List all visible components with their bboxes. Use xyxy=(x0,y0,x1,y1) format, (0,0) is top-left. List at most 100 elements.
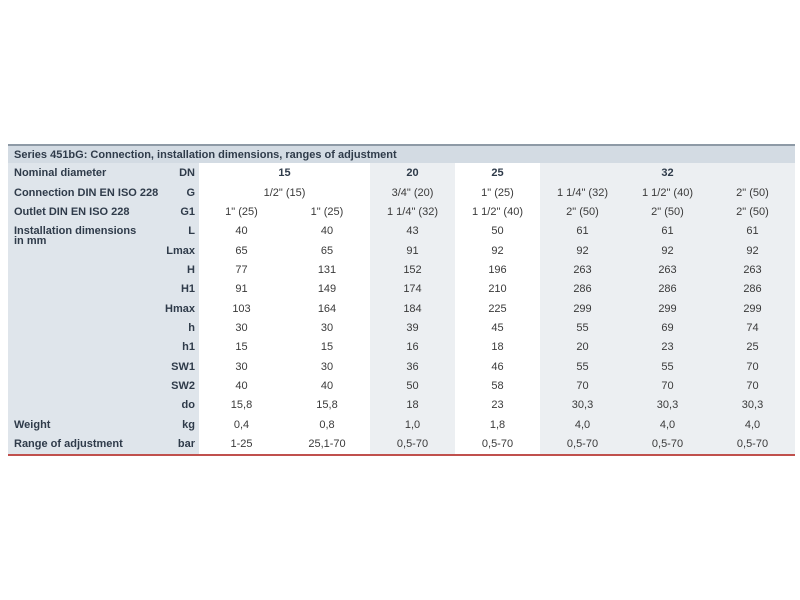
value-cell: 1 1/2" (40) xyxy=(642,186,693,199)
value-cell: 61 xyxy=(746,225,759,238)
value-cell: 55 xyxy=(576,322,589,335)
value-cell: 263 xyxy=(658,263,677,276)
value-cell: 286 xyxy=(658,283,677,296)
value-cell: 1" (25) xyxy=(310,205,344,218)
value-cell: 15,8 xyxy=(316,399,338,412)
unit-label: Hmax xyxy=(165,302,195,315)
value-cell: 225 xyxy=(488,302,507,315)
value-cell: 65 xyxy=(235,244,248,257)
value-cell: 65 xyxy=(320,244,334,257)
value-cell: 92 xyxy=(661,244,674,257)
value-cell: 1-25 xyxy=(230,438,253,451)
bottom-rule xyxy=(8,454,795,456)
value-cell: 20 xyxy=(576,341,589,354)
value-cell: 2" (50) xyxy=(736,205,769,218)
column-header: 25 xyxy=(491,167,504,180)
value-cell: 30 xyxy=(235,360,248,373)
unit-label: G1 xyxy=(180,205,195,218)
row-label: Connection DIN EN ISO 228 xyxy=(14,186,159,199)
value-cell: 286 xyxy=(743,283,762,296)
value-cell: 18 xyxy=(406,399,419,412)
value-cell: 92 xyxy=(746,244,759,257)
unit-label: L xyxy=(188,225,195,238)
unit-label: H1 xyxy=(180,283,195,296)
title-band xyxy=(8,146,795,163)
value-cell: 40 xyxy=(320,225,334,238)
value-cell: 43 xyxy=(406,225,419,238)
column-header: 15 xyxy=(278,167,291,180)
value-cell: 23 xyxy=(661,341,674,354)
value-cell: 1/2" (15) xyxy=(263,186,306,199)
value-cell: 131 xyxy=(317,263,337,276)
value-cell: 210 xyxy=(488,283,507,296)
value-cell: 15,8 xyxy=(230,399,253,412)
value-cell: 50 xyxy=(406,380,419,393)
value-cell: 70 xyxy=(746,360,759,373)
unit-label: kg xyxy=(182,418,195,431)
value-cell: 4,0 xyxy=(744,418,761,431)
value-cell: 174 xyxy=(403,283,422,296)
value-cell: 0,5-70 xyxy=(651,438,684,451)
value-cell: 18 xyxy=(491,341,504,354)
unit-label: SW2 xyxy=(171,380,195,393)
value-cell: 0,5-70 xyxy=(736,438,769,451)
value-cell: 55 xyxy=(576,360,589,373)
value-cell: 15 xyxy=(320,341,334,354)
value-cell: 91 xyxy=(406,244,419,257)
value-cell: 23 xyxy=(491,399,504,412)
top-rule xyxy=(8,144,795,146)
unit-label: H xyxy=(187,263,195,276)
value-cell: 1 1/2" (40) xyxy=(472,205,523,218)
value-cell: 1" (25) xyxy=(225,205,258,218)
value-cell: 74 xyxy=(746,322,759,335)
value-cell: 69 xyxy=(661,322,674,335)
value-cell: 40 xyxy=(320,380,334,393)
value-cell: 92 xyxy=(491,244,504,257)
value-cell: 39 xyxy=(406,322,419,335)
row-label: Range of adjustment xyxy=(14,438,123,451)
value-cell: 1,0 xyxy=(404,418,421,431)
value-cell: 0,8 xyxy=(319,418,335,431)
value-cell: 149 xyxy=(317,283,337,296)
value-cell: 46 xyxy=(491,360,504,373)
unit-label: h xyxy=(188,322,195,335)
unit-label: h1 xyxy=(182,341,195,354)
value-cell: 0,5-70 xyxy=(481,438,514,451)
value-cell: 4,0 xyxy=(659,418,676,431)
label-band xyxy=(8,163,199,454)
row-label: Outlet DIN EN ISO 228 xyxy=(14,205,130,218)
value-cell: 50 xyxy=(491,225,504,238)
value-cell: 77 xyxy=(235,263,248,276)
value-cell: 1 1/4" (32) xyxy=(387,205,438,218)
unit-label: SW1 xyxy=(171,360,195,373)
value-cell: 91 xyxy=(235,283,248,296)
value-cell: 61 xyxy=(661,225,674,238)
value-cell: 1,8 xyxy=(489,418,506,431)
value-cell: 164 xyxy=(317,302,337,315)
value-cell: 299 xyxy=(573,302,592,315)
col-shade xyxy=(540,163,795,454)
value-cell: 55 xyxy=(661,360,674,373)
value-cell: 70 xyxy=(746,380,759,393)
value-cell: 30 xyxy=(235,322,248,335)
unit-label: DN xyxy=(179,167,195,180)
column-header: 20 xyxy=(406,167,419,180)
value-cell: 30,3 xyxy=(656,399,679,412)
value-cell: 70 xyxy=(576,380,589,393)
value-cell: 15 xyxy=(235,341,248,354)
value-cell: 45 xyxy=(491,322,504,335)
table-title: Series 451bG: Connection, installation d… xyxy=(14,148,397,161)
value-cell: 58 xyxy=(491,380,504,393)
value-cell: 40 xyxy=(235,225,248,238)
row-label: Installation dimensions xyxy=(14,225,137,238)
value-cell: 184 xyxy=(403,302,422,315)
value-cell: 3/4" (20) xyxy=(391,186,434,199)
value-cell: 0,5-70 xyxy=(566,438,599,451)
value-cell: 2" (50) xyxy=(566,205,599,218)
value-cell: 30 xyxy=(320,322,334,335)
value-cell: 25,1-70 xyxy=(308,438,346,451)
row-label: Weight xyxy=(14,418,51,431)
value-cell: 61 xyxy=(576,225,589,238)
value-cell: 1 1/4" (32) xyxy=(557,186,608,199)
